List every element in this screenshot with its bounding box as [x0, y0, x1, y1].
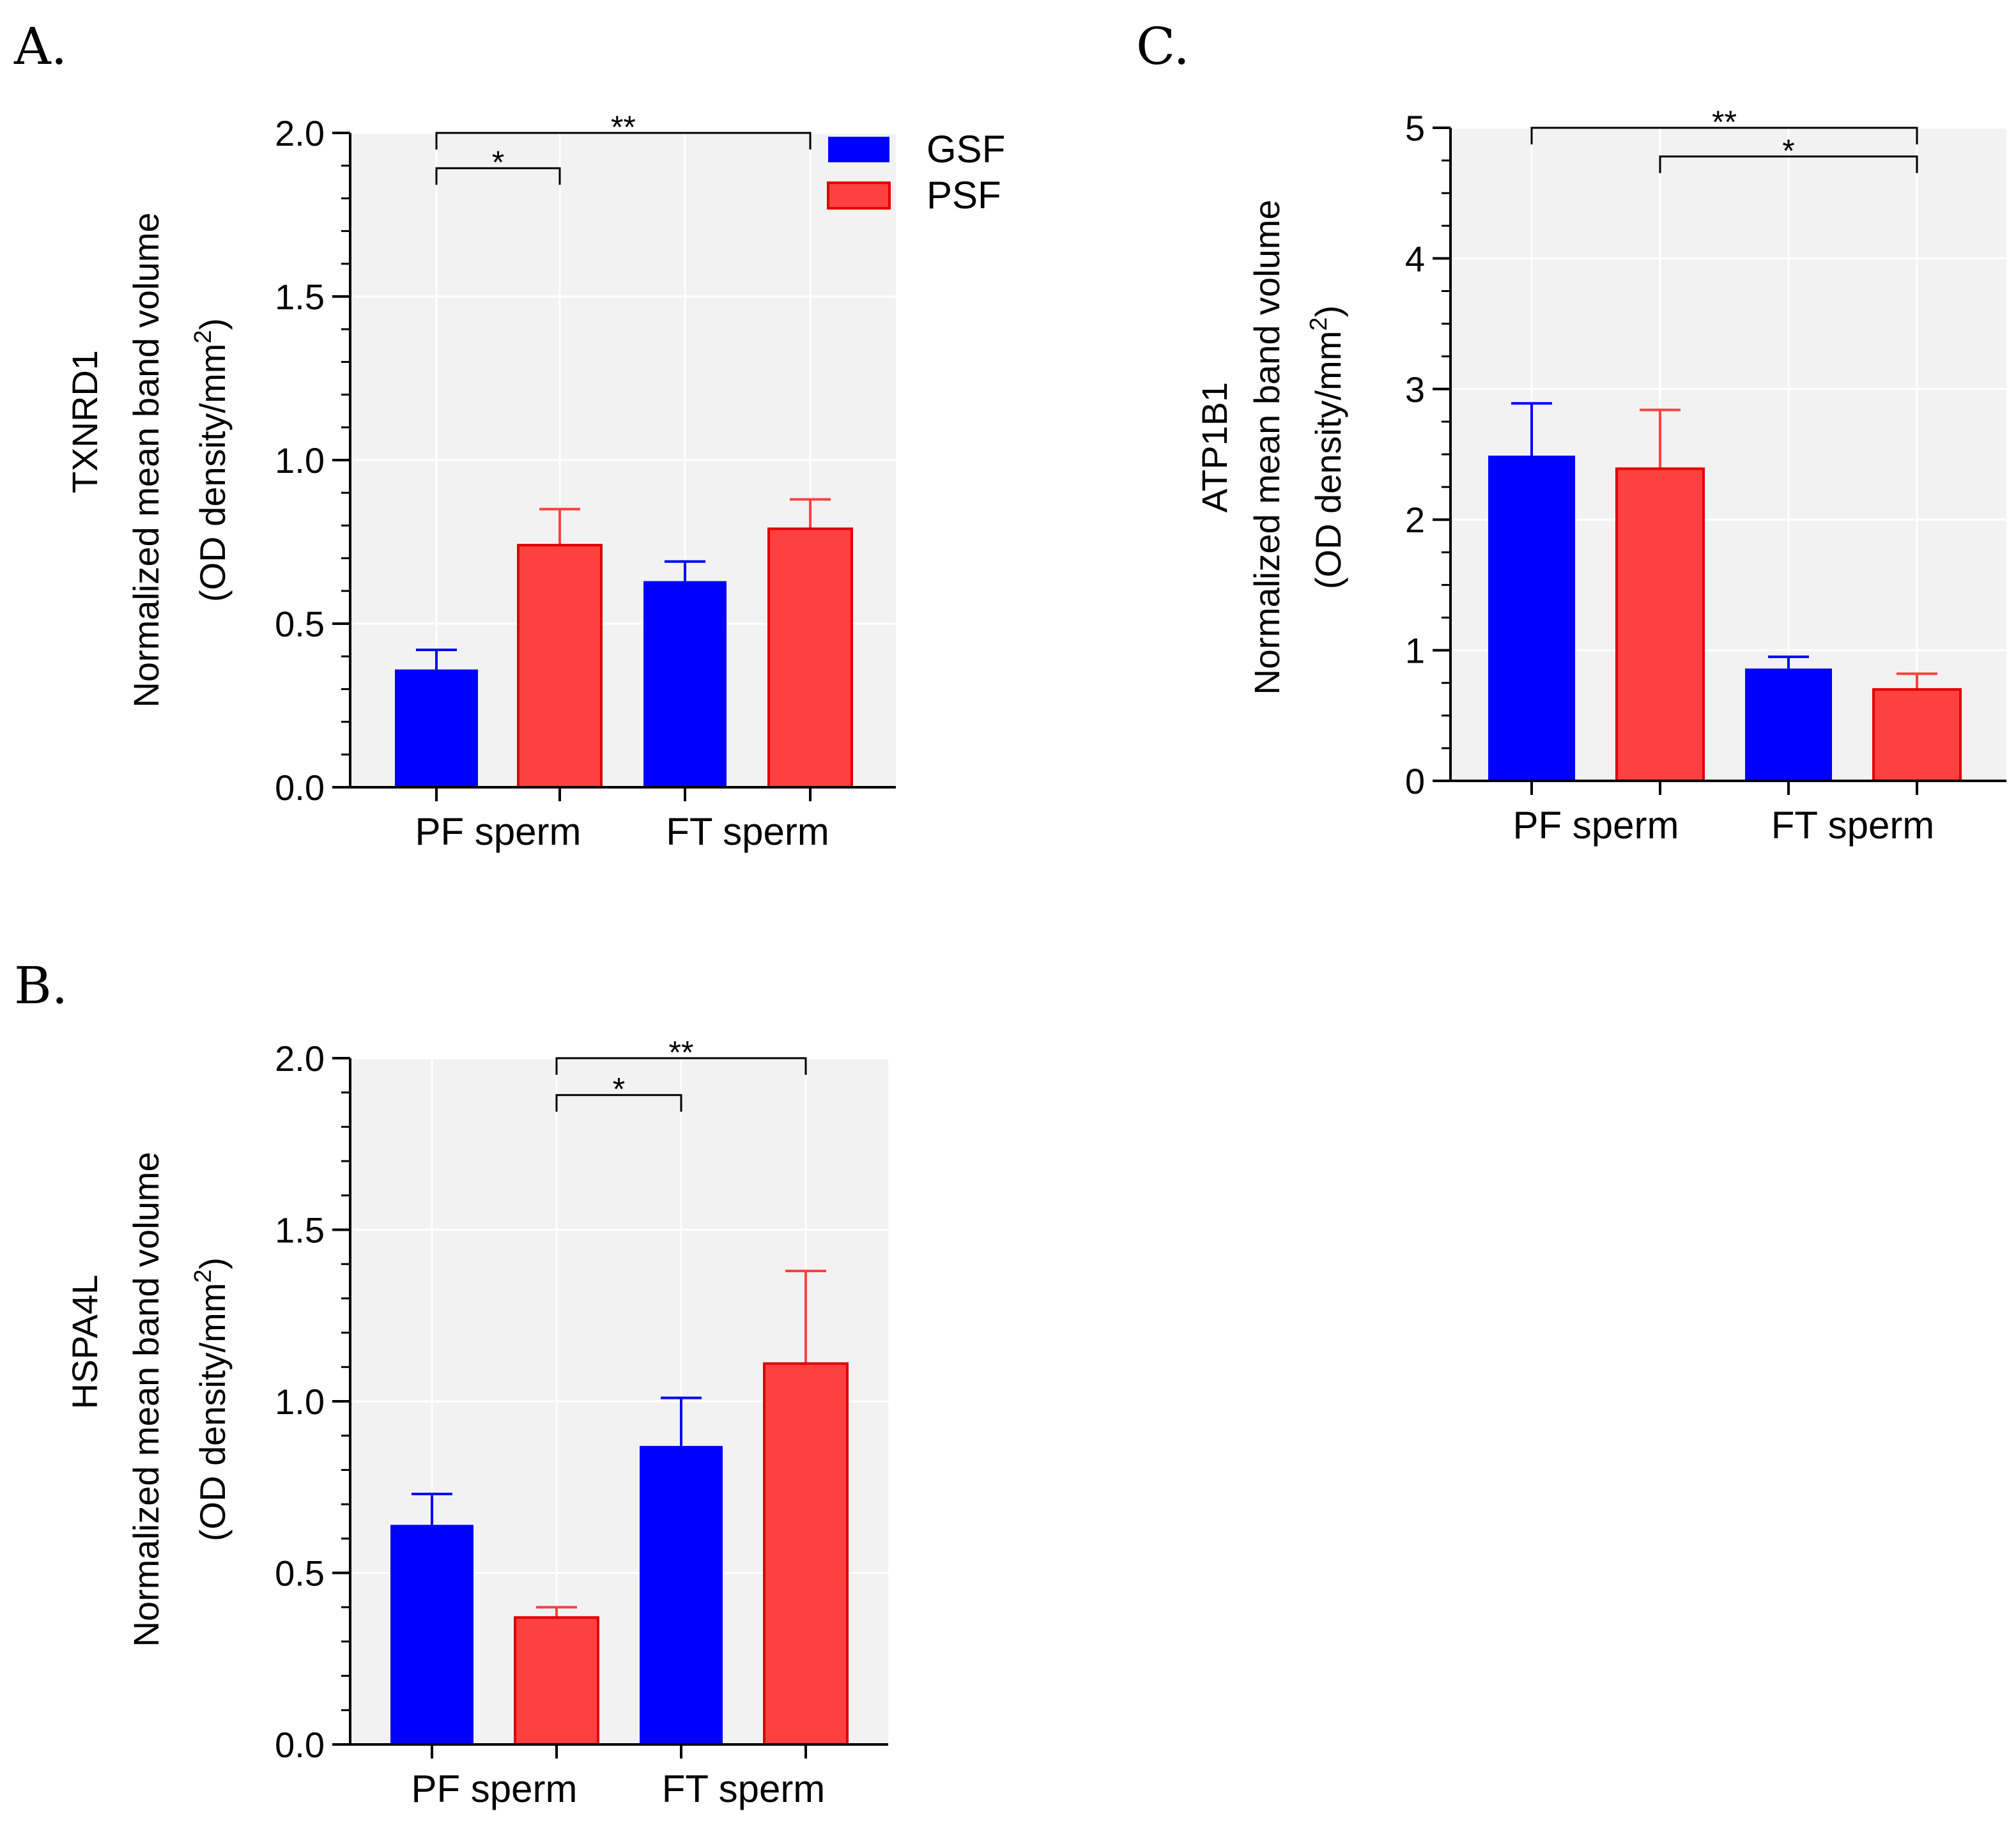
panel-a: A. 0.00.51.01.52.0PF sperm FT sperm*** TX…: [13, 17, 896, 853]
panel-a-ytick-label: 0.5: [275, 604, 325, 644]
panel-b-category-label: PF sperm: [411, 1767, 577, 1810]
panel-c-ylabel-unit-pre: (OD density/mm: [1308, 331, 1348, 590]
panel-a-sig-label: *: [492, 144, 504, 180]
panel-c-sig-bracket: [1659, 155, 1918, 173]
panel-b-ylabel-unit: (OD density/mm2): [190, 1258, 233, 1541]
panel-b-protein-label: HSPA4L: [65, 1275, 105, 1410]
panel-c-ytick-label: 5: [1405, 108, 1425, 148]
panel-a-bar-psf-pf: [517, 544, 603, 789]
panel-b-ytick-label: 0.0: [275, 1725, 325, 1765]
panel-b-sig-bracket: [555, 1057, 807, 1075]
panel-b: B. 0.00.51.01.52.0PF sperm FT sperm*** HS…: [14, 956, 888, 1810]
panel-c-ytick-label: 0: [1405, 761, 1425, 801]
legend-swatch-psf: [827, 181, 891, 210]
panel-a-ytick-label: 1.5: [275, 277, 325, 317]
panel-a-bar-gsf-ft: [643, 581, 727, 787]
panel-c-ylabel-unit-sup: 2: [1305, 318, 1332, 331]
panel-a-bar-psf-ft: [767, 527, 853, 789]
panel-c-ytick-label: 2: [1405, 500, 1425, 540]
panel-c-ylabel-unit: (OD density/mm2): [1305, 305, 1348, 589]
panel-b-ytick-label: 1.0: [275, 1382, 325, 1422]
panel-a-ylabel-main: Normalized mean band volume: [126, 212, 166, 707]
panel-c-ylabel-main: Normalized mean band volume: [1247, 199, 1287, 695]
legend-label-gsf: GSF: [927, 128, 1005, 171]
panel-b-letter: B.: [14, 956, 68, 1015]
panel-c-protein-label: ATP1B1: [1194, 382, 1235, 512]
panel-b-ylabel-unit-sup: 2: [190, 1270, 217, 1283]
panel-c-category-label: PF sperm: [1512, 804, 1679, 847]
panel-b-sig-label: *: [613, 1072, 625, 1107]
panel-c-sig-label: *: [1782, 133, 1794, 169]
panel-b-ylabel-unit-pre: (OD density/mm: [192, 1283, 233, 1542]
panel-b-bar-psf-ft: [763, 1362, 849, 1746]
panel-c-bar-gsf-ft: [1745, 668, 1832, 781]
panel-b-ylabel-main: Normalized mean band volume: [126, 1151, 166, 1647]
panel-a-sig-bracket: [435, 167, 561, 185]
panel-a-sig-label: **: [611, 109, 636, 145]
legend-label-psf: PSF: [927, 174, 1001, 217]
panel-c-ytick-label: 3: [1405, 369, 1425, 410]
panel-a-category-label: FT sperm: [666, 810, 829, 853]
panel-a-bar-gsf-pf: [395, 669, 478, 787]
panel-c-ylabel-unit-post: ): [1308, 305, 1348, 318]
panel-c-sig-label: **: [1712, 104, 1737, 140]
panel-b-bar-gsf-pf: [390, 1525, 473, 1744]
panel-a-ylabel-unit: (OD density/mm2): [190, 318, 233, 602]
panel-c-ytick-label: 1: [1405, 631, 1425, 671]
panel-a-sig-bracket: [435, 132, 812, 150]
panel-b-bar-gsf-ft: [640, 1445, 723, 1744]
panel-a-ylabel-unit-pre: (OD density/mm: [192, 344, 233, 603]
panel-a-category-label: PF sperm: [415, 810, 581, 853]
panel-b-plot: 0.00.51.01.52.0PF sperm FT sperm***: [275, 1035, 888, 1810]
panel-c-sig-bracket: [1530, 127, 1918, 144]
panel-c-letter: C.: [1136, 17, 1190, 76]
panel-b-sig-bracket: [555, 1094, 682, 1112]
panel-a-ylabel-unit-sup: 2: [190, 330, 217, 344]
panel-a-ytick-label: 0.0: [275, 767, 325, 808]
panel-b-category-label: FT sperm: [662, 1767, 826, 1810]
panel-b-sig-label: **: [669, 1035, 694, 1070]
panel-b-ytick-label: 1.5: [275, 1210, 325, 1251]
panel-a-ylabel-unit-post: ): [192, 318, 233, 330]
panel-a-plot: 0.00.51.01.52.0PF sperm FT sperm***: [275, 109, 896, 853]
panel-c-bar-psf-pf: [1615, 467, 1705, 782]
panel-b-bar-psf-pf: [514, 1616, 599, 1746]
panel-a-protein-label: TXNRD1: [65, 350, 105, 493]
panel-a-ytick-label: 2.0: [275, 113, 325, 153]
panel-c-category-label: FT sperm: [1771, 804, 1935, 847]
panel-b-ylabel-unit-post: ): [192, 1258, 233, 1270]
panel-c-ytick-label: 4: [1405, 238, 1425, 279]
panel-c-bar-gsf-pf: [1488, 456, 1575, 781]
panel-a-letter: A.: [13, 17, 67, 76]
panel-b-ytick-label: 0.5: [275, 1553, 325, 1594]
panel-b-ytick-label: 2.0: [275, 1038, 325, 1079]
panel-c-bar-psf-ft: [1872, 688, 1962, 783]
legend-swatch-gsf: [828, 137, 889, 162]
legend: GSF PSF: [827, 128, 1005, 217]
panel-a-ytick-label: 1.0: [275, 440, 325, 481]
